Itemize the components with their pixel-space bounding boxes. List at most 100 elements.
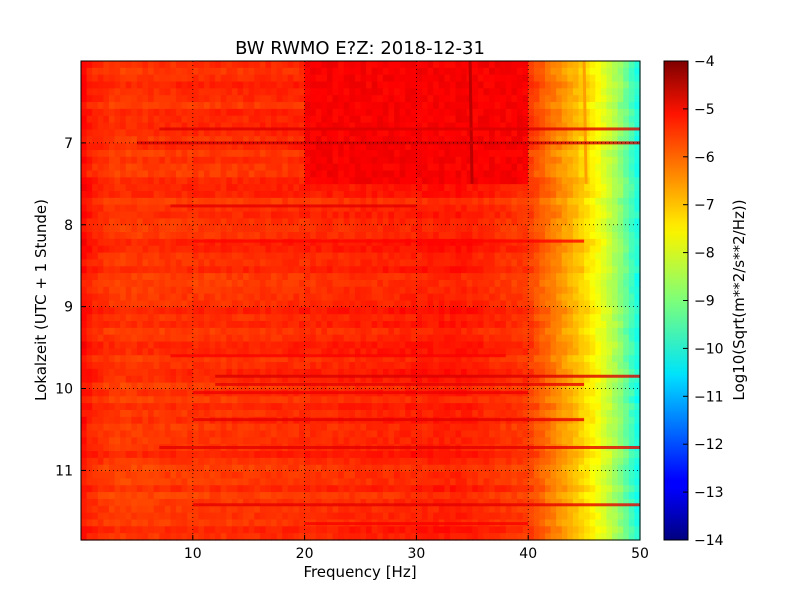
heatmap-cell	[533, 266, 540, 274]
heatmap-cell	[310, 334, 317, 343]
heatmap-cell	[438, 327, 445, 336]
heatmap-cell	[388, 225, 395, 233]
heatmap-cell	[438, 129, 445, 137]
heatmap-cell	[416, 136, 423, 144]
heatmap-cell	[103, 204, 110, 213]
heatmap-cell	[176, 129, 183, 137]
heatmap-cell	[343, 334, 350, 343]
heatmap-cell	[405, 368, 412, 377]
heatmap-cell	[528, 74, 535, 83]
heatmap-cell	[634, 115, 641, 124]
heatmap-cell	[310, 67, 317, 76]
heatmap-cell	[282, 300, 289, 308]
heatmap-cell	[315, 348, 322, 356]
heatmap-cell	[108, 61, 116, 69]
heatmap-cell	[500, 279, 507, 288]
heatmap-cell	[153, 67, 160, 76]
heatmap-cell	[522, 61, 529, 69]
heatmap-cell	[176, 156, 183, 165]
heatmap-cell	[97, 293, 104, 302]
heatmap-cell	[159, 245, 166, 254]
heatmap-cell	[231, 211, 239, 219]
heatmap-cell	[293, 259, 300, 267]
heatmap-cell	[265, 184, 272, 192]
heatmap-cell	[584, 382, 591, 391]
heatmap-cell	[92, 74, 99, 83]
heatmap-cell	[209, 245, 216, 254]
heatmap-cell	[354, 307, 362, 315]
heatmap-cell	[231, 129, 239, 137]
heatmap-cell	[349, 129, 356, 137]
heatmap-cell	[433, 252, 440, 261]
heatmap-cell	[265, 197, 272, 206]
heatmap-cell	[634, 81, 641, 89]
heatmap-cell	[533, 163, 540, 172]
heatmap-cell	[410, 136, 417, 144]
heatmap-cell	[634, 279, 641, 288]
heatmap-cell	[606, 95, 613, 103]
heatmap-cell	[187, 81, 194, 89]
heatmap-cell	[198, 184, 205, 192]
heatmap-cell	[198, 115, 205, 124]
heatmap-cell	[265, 218, 272, 226]
heatmap-cell	[321, 375, 328, 384]
heatmap-cell	[623, 163, 630, 172]
heatmap-cell	[572, 177, 580, 185]
heatmap-cell	[237, 170, 244, 178]
heatmap-cell	[388, 259, 395, 267]
heatmap-cell	[103, 156, 110, 165]
heatmap-cell	[366, 218, 373, 226]
heatmap-cell	[153, 368, 160, 377]
heatmap-cell	[176, 348, 183, 356]
heatmap-cell	[410, 170, 417, 178]
heatmap-cell	[86, 396, 93, 404]
heatmap-cell	[299, 225, 306, 233]
heatmap-cell	[472, 163, 479, 172]
heatmap-cell	[360, 191, 367, 199]
heatmap-cell	[561, 321, 568, 329]
heatmap-cell	[522, 163, 529, 172]
heatmap-cell	[528, 143, 535, 151]
heatmap-cell	[310, 102, 317, 110]
heatmap-cell	[142, 300, 149, 308]
heatmap-cell	[528, 300, 535, 308]
heatmap-cell	[293, 293, 300, 302]
heatmap-cell	[343, 108, 350, 117]
heatmap-cell	[321, 149, 328, 158]
heatmap-cell	[248, 177, 255, 185]
heatmap-cell	[231, 321, 239, 329]
heatmap-cell	[567, 184, 574, 192]
heatmap-cell	[433, 375, 440, 384]
heatmap-cell	[304, 362, 311, 370]
heatmap-cell	[287, 279, 295, 288]
heatmap-cell	[517, 163, 524, 172]
heatmap-cell	[366, 143, 373, 151]
heatmap-cell	[287, 177, 295, 185]
heatmap-cell	[198, 279, 205, 288]
heatmap-cell	[254, 67, 261, 76]
heatmap-cell	[371, 143, 378, 151]
heatmap-cell	[248, 245, 255, 254]
heatmap-cell	[148, 368, 155, 377]
heatmap-cell	[444, 143, 451, 151]
heatmap-cell	[595, 184, 602, 192]
heatmap-cell	[243, 197, 250, 206]
heatmap-cell	[416, 149, 423, 158]
heatmap-cell	[438, 218, 445, 226]
heatmap-cell	[259, 170, 267, 178]
heatmap-cell	[148, 341, 155, 349]
heatmap-cell	[511, 184, 518, 192]
heatmap-cell	[159, 327, 166, 336]
heatmap-cell	[500, 266, 507, 274]
heatmap-cell	[399, 191, 406, 199]
heatmap-cell	[237, 232, 244, 240]
heatmap-cell	[578, 81, 585, 89]
heatmap-cell	[517, 102, 524, 110]
heatmap-cell	[449, 341, 457, 349]
heatmap-cell	[321, 252, 328, 261]
heatmap-cell	[338, 88, 345, 96]
chart-title: BW RWMO E?Z: 2018-12-31	[235, 38, 485, 59]
heatmap-cell	[304, 204, 311, 213]
heatmap-cell	[338, 273, 345, 281]
heatmap-cell	[634, 252, 641, 261]
